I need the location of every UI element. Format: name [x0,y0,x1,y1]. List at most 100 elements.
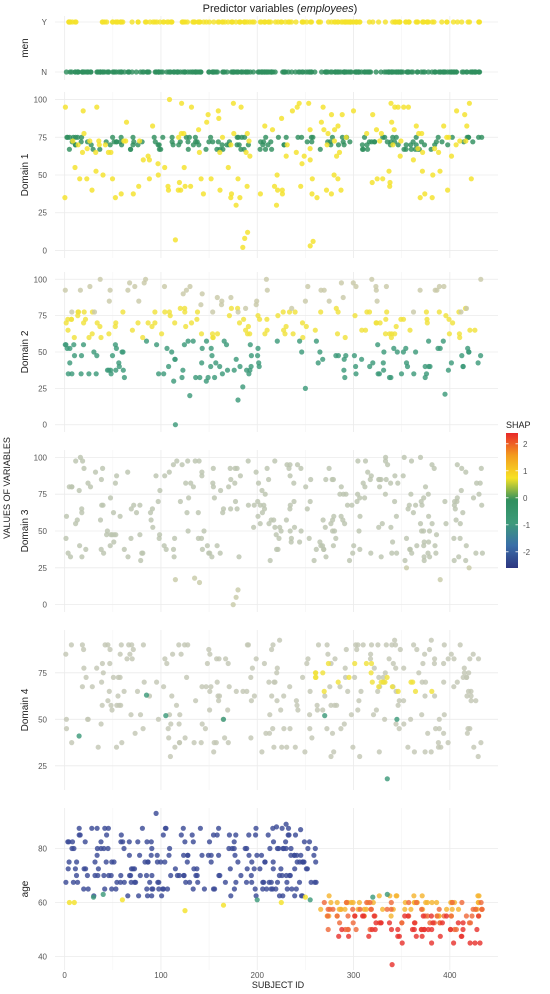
data-point [160,134,166,140]
data-point [392,637,398,643]
data-point [283,821,289,827]
data-point [472,69,478,75]
data-point [358,688,364,695]
data-point [247,19,253,25]
data-point [125,287,131,293]
data-point [283,839,289,845]
data-point [451,557,457,564]
data-point [326,298,332,304]
data-point [322,693,328,699]
data-point [312,327,318,333]
data-point [343,646,349,653]
data-point [155,498,161,505]
data-point [231,839,237,845]
data-point [83,866,89,872]
data-point [251,502,257,508]
data-point [338,187,344,193]
x-tick-label: 200 [251,971,265,980]
data-point [425,491,431,497]
data-point [274,845,280,852]
data-point [246,832,252,838]
data-point [109,886,115,892]
data-point [365,469,371,475]
data-point [180,291,186,297]
data-point [94,665,100,671]
data-point [378,69,384,75]
data-point [294,859,300,865]
panel-domain4: 25 50 75 Domain 4 [20,630,498,790]
data-point [198,69,204,75]
data-point [188,104,195,110]
data-point [422,484,429,490]
data-point [104,19,110,25]
data-point [338,280,344,286]
data-point [436,726,442,732]
data-point [379,521,385,527]
data-point [410,69,416,75]
panel-domain1: 0 25 50 75 100 Domain 1 [20,92,498,258]
data-point [81,886,87,892]
data-point [248,735,254,741]
data-point [253,302,259,308]
data-point [183,323,189,330]
data-point [475,360,481,366]
data-point [289,69,295,75]
data-point [233,832,239,838]
data-point [262,859,268,865]
data-point [136,893,142,899]
data-point [160,832,166,838]
data-point [264,287,270,293]
data-point [420,149,426,155]
data-point [272,524,278,530]
data-point [91,349,97,355]
data-point [292,309,298,315]
data-point [247,342,253,348]
data-point [441,712,447,718]
data-point [376,524,382,530]
data-point [81,320,87,326]
data-point [95,744,101,750]
data-point [437,168,443,174]
data-point [251,524,257,530]
data-point [332,69,338,75]
data-point [127,872,133,879]
data-point [172,577,178,583]
data-point [196,579,203,586]
legend-tick-label: -1 [523,521,531,530]
data-point [296,879,303,885]
data-point [220,716,227,722]
data-point [63,716,69,722]
data-point [338,484,344,490]
data-point [253,469,259,475]
data-point [352,674,358,681]
data-point [183,480,189,486]
data-point [403,565,410,571]
data-point [402,557,408,564]
data-point [126,642,132,648]
data-point [327,684,333,690]
data-point [334,331,341,337]
data-point [431,660,437,667]
y-tick-label: 50 [38,715,47,724]
data-point [398,138,404,144]
data-point [325,660,331,667]
data-point [237,19,243,25]
data-point [275,313,281,319]
data-point [107,287,113,293]
data-point [479,550,485,556]
data-point [150,123,156,129]
data-point [196,458,202,464]
data-point [250,69,256,75]
data-point [446,331,452,337]
data-point [288,852,294,858]
data-point [197,374,203,381]
data-point [244,688,250,695]
data-point [107,660,113,667]
data-point [380,906,386,912]
data-point [77,543,83,549]
data-point [219,134,226,140]
data-point [73,458,79,464]
y-tick-label: 25 [38,209,47,218]
data-point [65,327,71,333]
data-point [142,19,148,25]
